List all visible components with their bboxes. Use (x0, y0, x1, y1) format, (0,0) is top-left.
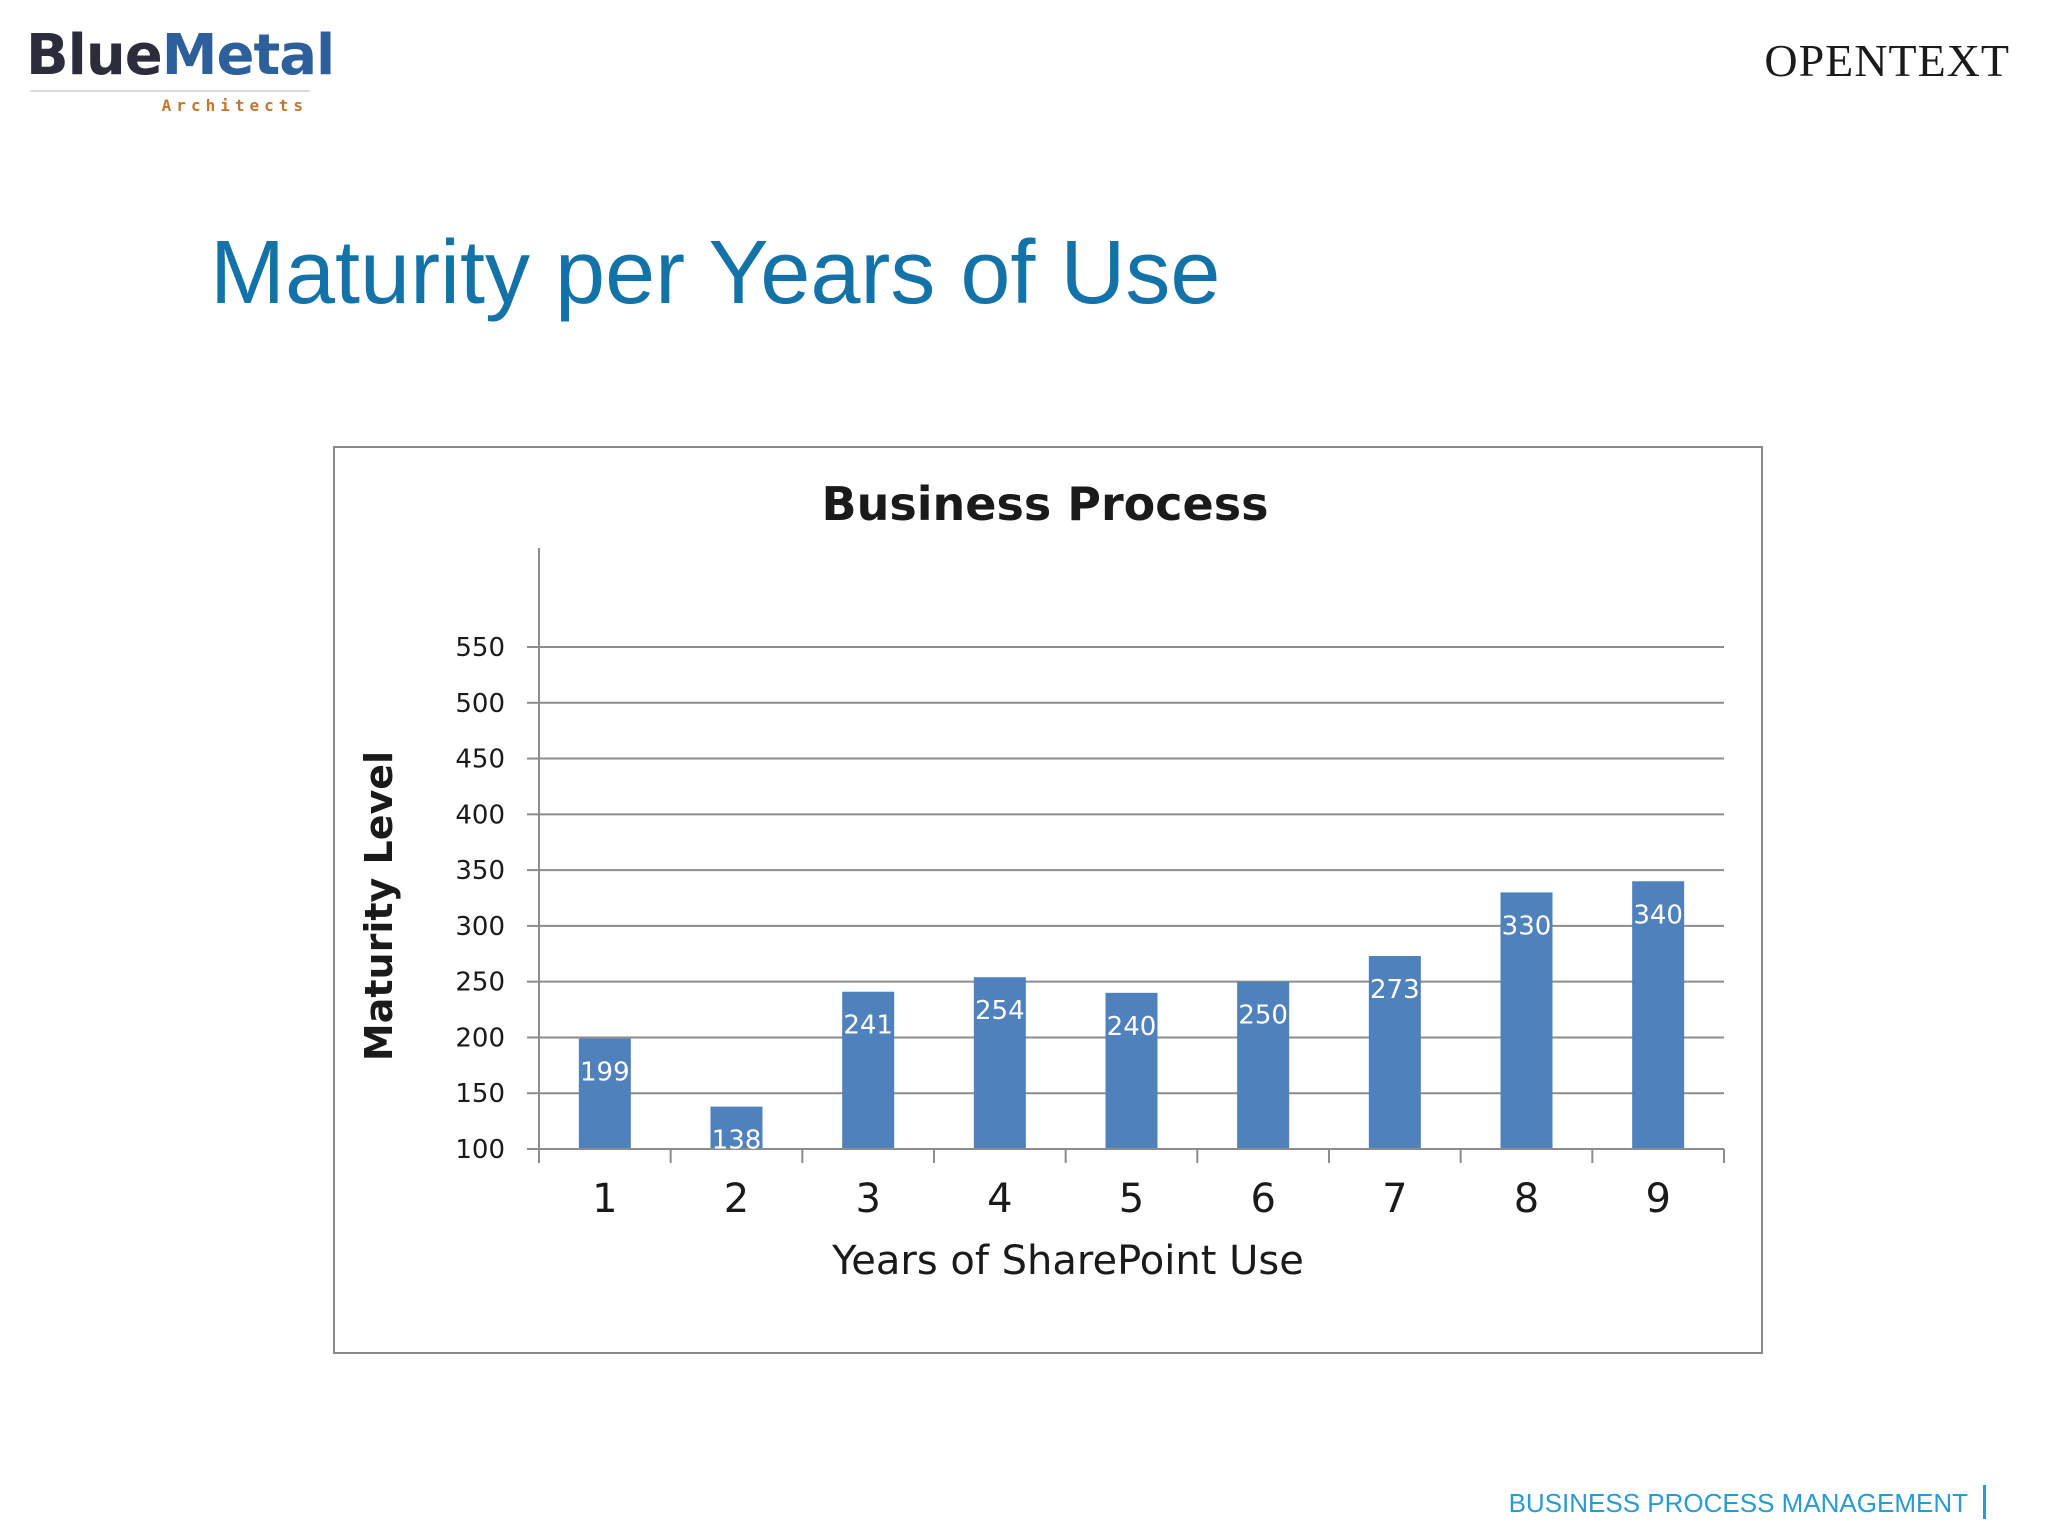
x-tick-label: 2 (724, 1176, 749, 1222)
x-tick-label: 7 (1382, 1176, 1407, 1222)
footer-divider (1983, 1485, 1986, 1519)
data-label: 241 (843, 1011, 893, 1041)
bar (1500, 892, 1553, 1149)
bluemetal-logo: BlueMetal Architects (26, 24, 335, 124)
y-tick-label: 550 (455, 633, 505, 663)
bar-chart: Business Process Maturity Level Years of… (357, 477, 1725, 1284)
x-tick-label: 1 (592, 1176, 617, 1222)
y-tick-label: 350 (455, 856, 505, 886)
data-label: 273 (1370, 975, 1420, 1005)
data-label: 240 (1107, 1012, 1157, 1042)
y-axis-label: Maturity Level (357, 751, 401, 1061)
x-tick-label: 9 (1645, 1176, 1670, 1222)
y-tick-label: 200 (455, 1023, 505, 1053)
y-tick-label: 500 (455, 689, 505, 719)
footer-label: BUSINESS PROCESS MANAGEMENT (1508, 1488, 1968, 1518)
data-label: 330 (1502, 911, 1552, 941)
x-tick-label: 6 (1250, 1176, 1275, 1222)
y-tick-label: 450 (455, 745, 505, 775)
x-tick-label: 8 (1514, 1176, 1539, 1222)
tick-labels: 100 150 200 250 300 350 400 450 500 550 199 1 138 2 24… (455, 633, 1683, 1222)
bluemetal-subtitle: Architects (161, 96, 308, 115)
x-tick-label: 3 (855, 1176, 880, 1222)
data-label: 138 (712, 1126, 762, 1156)
bar (973, 977, 1026, 1149)
data-label: 250 (1238, 1001, 1288, 1031)
x-axis-label: Years of SharePoint Use (831, 1238, 1304, 1284)
y-tick-label: 250 (455, 968, 505, 998)
x-tick-label: 5 (1119, 1176, 1144, 1222)
bar (1368, 956, 1421, 1149)
chart-frame: Business Process Maturity Level Years of… (333, 446, 1763, 1354)
bar (1105, 992, 1158, 1149)
opentext-logo: OPENTEXT (1764, 35, 2010, 86)
axes (527, 548, 1725, 1163)
bluemetal-wordmark: BlueMetal (26, 23, 335, 88)
logo-rule (30, 90, 310, 92)
bar (842, 991, 895, 1149)
x-tick-label: 4 (987, 1176, 1012, 1222)
chart-title: Business Process (822, 477, 1269, 531)
bar (578, 1038, 631, 1149)
y-tick-label: 400 (455, 800, 505, 830)
bar (1237, 981, 1290, 1149)
slide-title: Maturity per Years of Use (210, 223, 1221, 323)
y-tick-label: 100 (455, 1135, 505, 1165)
data-label: 254 (975, 996, 1025, 1026)
gridlines (539, 646, 1724, 1095)
data-label: 340 (1633, 900, 1683, 930)
bar (1632, 881, 1685, 1149)
bars (578, 881, 1685, 1149)
y-tick-label: 150 (455, 1079, 505, 1109)
data-label: 199 (580, 1058, 630, 1088)
bar (710, 1106, 763, 1149)
y-tick-label: 300 (455, 912, 505, 942)
